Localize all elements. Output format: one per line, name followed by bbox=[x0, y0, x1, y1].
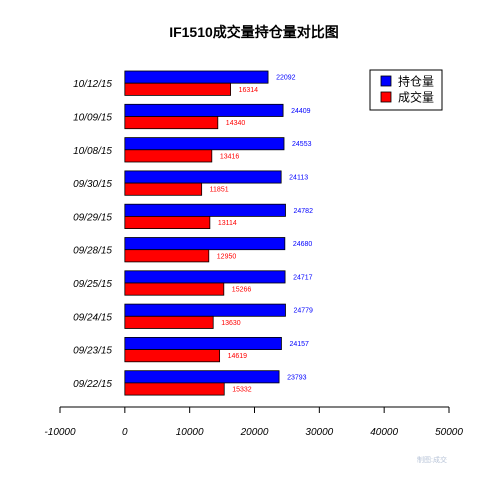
data-label: 13114 bbox=[218, 220, 237, 227]
x-tick-label: 20000 bbox=[240, 427, 269, 438]
x-tick-label: 30000 bbox=[305, 427, 333, 438]
bar-volume bbox=[124, 116, 219, 130]
data-label: 15266 bbox=[232, 287, 252, 294]
data-label: 24553 bbox=[292, 141, 312, 148]
category-label: 09/25/15 bbox=[73, 279, 112, 290]
category-label: 09/23/15 bbox=[73, 346, 112, 357]
data-label: 13630 bbox=[221, 320, 241, 327]
data-label: 24680 bbox=[293, 241, 313, 248]
data-label: 24782 bbox=[294, 208, 314, 215]
legend-label: 持仓量 bbox=[398, 74, 434, 89]
watermark: 制图:成交 bbox=[417, 455, 447, 464]
data-label: 24157 bbox=[289, 341, 309, 348]
category-label: 09/24/15 bbox=[73, 312, 112, 323]
data-label: 13416 bbox=[220, 153, 240, 160]
bar-open-interest bbox=[124, 303, 286, 317]
bar-volume bbox=[124, 215, 211, 229]
data-label: 24113 bbox=[289, 175, 308, 182]
x-tick-label: 0 bbox=[122, 427, 128, 438]
data-label: 24409 bbox=[291, 108, 311, 115]
category-label: 10/12/15 bbox=[73, 79, 112, 90]
x-axis: -10000 0 10000 20000 30000 40000 50000 bbox=[44, 406, 463, 438]
bar-open-interest bbox=[124, 137, 285, 151]
data-label: 23793 bbox=[287, 374, 307, 381]
bar-open-interest bbox=[124, 70, 269, 84]
bar-volume bbox=[124, 249, 210, 263]
category-label: 09/22/15 bbox=[73, 379, 112, 390]
legend-label: 成交量 bbox=[398, 90, 434, 105]
bar-volume bbox=[124, 282, 225, 296]
bar-volume bbox=[124, 349, 221, 363]
data-label: 24779 bbox=[293, 308, 313, 315]
bar-open-interest bbox=[124, 370, 280, 384]
bar-open-interest bbox=[124, 336, 282, 350]
bar-open-interest bbox=[124, 237, 286, 251]
bar-volume bbox=[124, 82, 232, 96]
legend-swatch bbox=[380, 75, 392, 87]
bar-open-interest bbox=[124, 103, 284, 117]
bar-volume bbox=[124, 382, 225, 396]
category-label: 09/30/15 bbox=[73, 179, 112, 190]
x-tick-label: -10000 bbox=[44, 427, 76, 438]
bar-volume bbox=[124, 149, 213, 163]
category-label: 10/08/15 bbox=[73, 146, 112, 157]
category-label: 10/09/15 bbox=[73, 113, 112, 124]
bars: 10/12/15 22092 16314 10/09/15 24409 14340 10/0… bbox=[73, 70, 314, 396]
data-label: 15332 bbox=[232, 387, 252, 394]
x-tick-label: 40000 bbox=[370, 427, 398, 438]
bar-volume bbox=[124, 182, 203, 196]
data-label: 22092 bbox=[276, 75, 296, 82]
legend-swatch bbox=[380, 91, 392, 103]
data-label: 11851 bbox=[210, 187, 229, 194]
data-label: 16314 bbox=[239, 87, 259, 94]
data-label: 24717 bbox=[293, 274, 313, 281]
data-label: 12950 bbox=[217, 253, 237, 260]
data-label: 14619 bbox=[228, 353, 248, 360]
bar-volume bbox=[124, 315, 214, 329]
bar-open-interest bbox=[124, 270, 286, 284]
x-tick-label: 10000 bbox=[176, 427, 204, 438]
chart-title: IF1510成交量持仓量对比图 bbox=[169, 24, 339, 40]
bar-open-interest bbox=[124, 170, 282, 184]
x-tick-label: 50000 bbox=[435, 427, 463, 438]
category-label: 09/29/15 bbox=[73, 212, 112, 223]
bar-open-interest bbox=[124, 203, 286, 217]
data-label: 14340 bbox=[226, 120, 246, 127]
category-label: 09/28/15 bbox=[73, 246, 112, 257]
